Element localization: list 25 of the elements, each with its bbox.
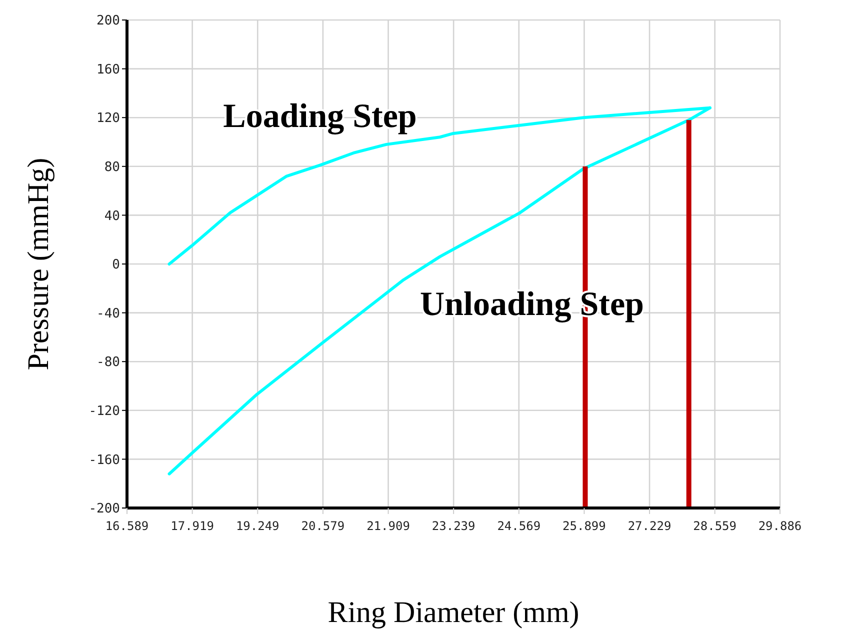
x-tick-label: 20.579	[301, 519, 345, 533]
y-tick-label: 120	[96, 111, 120, 126]
y-tick-label: 80	[104, 160, 120, 175]
x-axis-title: Ring Diameter (mm)	[328, 596, 580, 629]
x-tick-label: 23.239	[432, 519, 476, 533]
x-tick-label: 21.909	[366, 519, 410, 533]
y-tick-label: -40	[96, 306, 120, 322]
y-tick-label: 160	[96, 62, 120, 78]
x-tick-label: 24.569	[497, 519, 541, 533]
y-tick-label: 200	[96, 14, 120, 29]
x-tick-label: 28.559	[693, 519, 737, 533]
y-tick-label: -200	[88, 502, 120, 517]
y-axis-title: Pressure (mmHg)	[22, 158, 55, 370]
y-tick-label: -120	[88, 404, 120, 419]
x-tick-label: 16.589	[105, 519, 149, 533]
annotation: Loading Step	[223, 98, 417, 135]
y-tick-label: 0	[112, 258, 120, 273]
x-tick-label: 17.919	[170, 519, 214, 533]
y-tick-label: -80	[96, 355, 120, 370]
y-tick-label: 40	[104, 208, 120, 224]
x-tick-label: 25.899	[562, 519, 606, 533]
x-tick-label: 19.249	[236, 519, 280, 533]
y-tick-label: -160	[88, 452, 120, 468]
x-tick-label: 27.229	[628, 519, 672, 533]
x-tick-label: 29.886	[758, 519, 802, 533]
